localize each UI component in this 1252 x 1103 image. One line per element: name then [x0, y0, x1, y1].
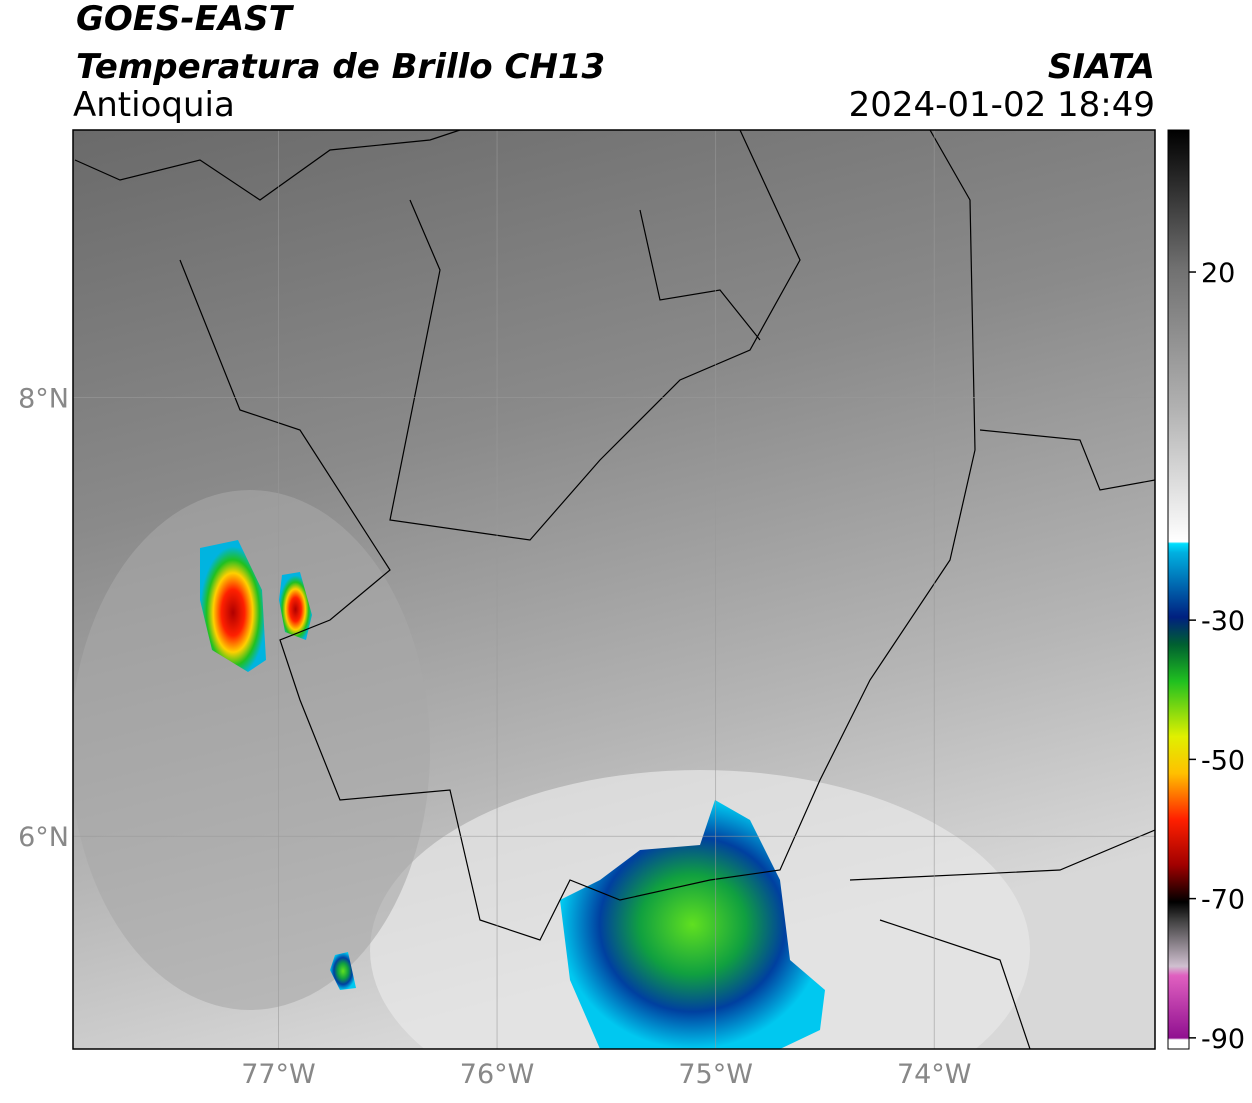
borders — [74, 130, 1155, 1049]
colorbar-tick-label: 20 — [1201, 258, 1235, 289]
region-label: Antioquia — [73, 85, 235, 125]
colorbar-tick-label: -50 — [1201, 745, 1245, 776]
x-tick-label: 77°W — [241, 1059, 316, 1090]
y-tick-label: 8°N — [18, 384, 69, 415]
map-frame — [72, 129, 1156, 1050]
colorbar — [1167, 129, 1190, 1050]
storm-cell — [200, 540, 266, 672]
x-tick-label: 75°W — [678, 1059, 753, 1090]
y-tick-label: 6°N — [18, 822, 69, 853]
storm-cell — [279, 572, 312, 640]
storm-cell — [560, 800, 825, 1049]
datetime-label: 2024-01-02 18:49 — [849, 85, 1155, 125]
satellite-title: GOES-EAST — [76, 0, 295, 39]
agency-label: SIATA — [1048, 47, 1155, 87]
product-title: Temperatura de Brillo CH13 — [76, 47, 605, 87]
x-tick-label: 76°W — [460, 1059, 535, 1090]
cloud — [73, 490, 430, 1010]
colorbar-tick-label: -30 — [1201, 606, 1245, 637]
storm-cell — [330, 952, 356, 990]
x-tick-label: 74°W — [897, 1059, 972, 1090]
colorbar-tick-label: -70 — [1201, 885, 1245, 916]
colorbar-tick-label: -90 — [1201, 1024, 1245, 1055]
map-image — [73, 130, 1155, 1049]
